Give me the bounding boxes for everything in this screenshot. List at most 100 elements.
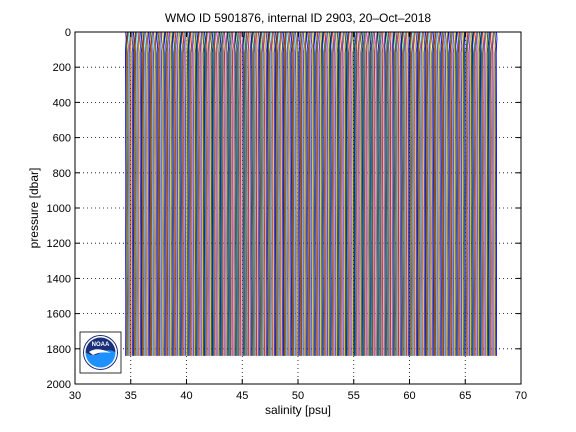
profile-line [493,31,495,356]
profile-line [317,31,320,356]
profile-line [173,31,176,356]
profile-line [307,31,310,356]
profile-line [151,31,154,356]
profile-line [459,31,462,356]
profile-line [182,31,185,356]
x-axis-label: salinity [psu] [265,403,331,417]
profile-line [306,31,308,356]
profile-line [491,31,493,356]
profile-line [270,31,272,356]
profile-line [335,31,338,356]
profile-line [402,31,404,356]
profile-line [474,31,476,356]
profile-line [136,31,138,356]
profile-line [323,31,325,356]
profile-lines [125,31,498,356]
profile-line [166,31,169,356]
profile-line [451,31,454,356]
profile-line [475,31,477,356]
profile-line [163,31,165,356]
profile-line [133,31,136,356]
profile-line [238,31,241,356]
profile-line [283,31,286,356]
profile-line [366,31,368,356]
profile-line [438,31,440,356]
profile-line [413,31,416,356]
profile-line [200,31,202,356]
profile-line [424,31,427,356]
profile-line [217,31,219,356]
profile-line [292,31,295,356]
profile-line [216,31,218,356]
profile-line [446,31,448,356]
y-tick-label: 400 [53,97,71,109]
profile-line [278,31,280,356]
logo-sea [85,350,116,368]
profile-line [453,31,456,356]
y-tick-label: 2000 [47,379,71,391]
profile-line [444,31,447,356]
profile-line [152,31,155,356]
profile-line [367,31,369,356]
profile-line [492,31,494,356]
profile-line [468,31,470,356]
profile-line [334,31,337,356]
profile-line [356,31,359,356]
profile-line [160,31,163,356]
profile-line [262,31,265,356]
profile-line [165,31,168,356]
bird-icon [89,349,111,355]
profile-line [423,31,426,356]
y-tick-label: 1000 [47,203,71,215]
profile-line [494,31,497,356]
profile-line [362,31,365,356]
y-tick-label: 1200 [47,238,71,250]
profile-line [245,31,248,356]
profile-line [284,31,287,356]
profile-line [255,31,258,356]
profile-line [230,31,233,356]
profile-line [233,31,235,356]
profile-line [132,31,135,356]
profile-line [279,31,281,356]
x-tick-label: 30 [69,390,81,402]
profile-line [462,31,465,356]
y-tick-label: 200 [53,62,71,74]
profile-line [336,31,339,356]
profile-line [222,31,225,356]
profile-line [331,31,333,356]
profile-line [126,31,128,356]
profile-line [355,31,358,356]
profile-line [177,31,180,356]
profile-line [465,31,467,356]
profile-line [381,31,384,356]
profile-line [405,31,408,356]
profile-line [268,31,270,356]
profile-line [337,31,340,356]
profile-line [265,31,268,356]
profile-line [434,31,437,356]
profile-line [130,31,133,356]
profile-line [390,31,393,356]
profile-line [435,31,438,356]
profile-line [174,31,177,356]
profile-line [135,31,137,356]
profile-line [176,31,179,356]
profile-line [407,31,410,356]
profile-line [328,31,331,356]
profile-line [425,31,428,356]
profile-line [194,31,197,356]
profile-line [309,31,312,356]
profile-line [188,31,190,356]
x-tick-label: 60 [403,390,415,402]
profile-line [433,31,436,356]
profile-line [137,31,139,356]
profile-line [377,31,379,356]
profile-line [316,31,319,356]
profile-line [301,31,304,356]
profile-line [450,31,453,356]
profile-line [254,31,257,356]
profile-line [457,31,460,356]
profile-line [280,31,282,356]
profile-line [172,31,174,356]
